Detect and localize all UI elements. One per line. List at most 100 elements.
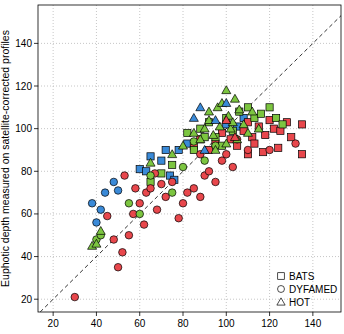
point — [96, 226, 105, 234]
tick — [34, 171, 38, 172]
point — [88, 199, 96, 207]
point — [153, 206, 161, 214]
tick-label: 100 — [218, 318, 235, 329]
grid-line — [38, 171, 341, 172]
point — [235, 105, 244, 113]
legend-marker — [278, 273, 285, 280]
point — [230, 133, 239, 141]
point — [212, 178, 220, 186]
point — [97, 206, 105, 214]
tick-label: 60 — [21, 208, 33, 219]
point — [190, 185, 198, 193]
point — [222, 86, 231, 94]
point — [114, 187, 122, 195]
point — [71, 293, 79, 301]
grid-line — [269, 5, 270, 312]
tick-label: 20 — [48, 318, 60, 329]
tick-label: 60 — [134, 318, 146, 329]
tick — [53, 312, 54, 316]
tick-label: 40 — [91, 318, 103, 329]
point — [298, 151, 305, 158]
point — [132, 185, 140, 193]
legend-marker — [277, 298, 285, 305]
grid-line — [38, 213, 341, 214]
point — [146, 158, 155, 166]
point — [196, 135, 205, 143]
point — [140, 221, 148, 229]
point — [279, 121, 286, 128]
tick — [34, 213, 38, 214]
tick — [312, 312, 313, 316]
point — [196, 103, 205, 111]
point — [266, 117, 273, 124]
tick — [34, 86, 38, 87]
point — [136, 210, 144, 218]
point — [201, 157, 209, 165]
point — [248, 107, 257, 115]
point — [136, 166, 143, 173]
point — [239, 120, 248, 128]
point — [222, 99, 231, 107]
tick-label: 120 — [15, 81, 32, 92]
plot-area — [40, 16, 341, 312]
tick — [34, 299, 38, 300]
point — [197, 193, 205, 201]
tick-label: 100 — [15, 123, 32, 134]
point — [110, 236, 118, 244]
point — [162, 146, 169, 153]
point — [179, 163, 187, 171]
point — [230, 94, 239, 102]
point — [229, 163, 237, 171]
point — [179, 199, 187, 207]
point — [92, 239, 101, 247]
point — [93, 219, 101, 227]
series-2 — [88, 86, 264, 250]
tick — [183, 312, 184, 316]
point — [158, 157, 165, 164]
tick — [96, 312, 97, 316]
point — [243, 128, 252, 136]
grid — [38, 5, 341, 312]
point — [270, 125, 277, 132]
point — [288, 134, 295, 141]
point — [121, 172, 129, 180]
point — [266, 104, 273, 111]
point — [257, 110, 264, 117]
point — [205, 168, 213, 176]
tick-label: 140 — [305, 318, 322, 329]
point — [244, 146, 252, 154]
point — [209, 131, 218, 139]
grid-line — [139, 5, 140, 312]
series-0 — [136, 104, 306, 186]
tick-label: 80 — [177, 318, 189, 329]
tick-label: 40 — [21, 251, 33, 262]
legend-marker — [278, 286, 285, 293]
y-axis-label: Euphotic depth measured on satellite-cor… — [0, 30, 11, 287]
point — [179, 141, 188, 149]
point — [200, 145, 209, 153]
point — [136, 199, 144, 207]
point — [251, 140, 258, 147]
tick-label: 140 — [15, 38, 32, 49]
identity-line — [40, 16, 341, 312]
grid-line — [38, 86, 341, 87]
legend-label: BATS — [289, 271, 315, 282]
point — [101, 189, 109, 197]
plot-frame — [38, 5, 341, 312]
point — [189, 128, 198, 136]
tick — [34, 128, 38, 129]
point — [222, 116, 231, 124]
point — [125, 231, 133, 239]
grid-line — [312, 5, 313, 312]
tick — [34, 256, 38, 257]
point — [162, 193, 170, 201]
point — [168, 150, 177, 158]
point — [211, 116, 220, 124]
point — [147, 172, 155, 180]
tick-label: 80 — [21, 166, 33, 177]
axes: 2040608010012014020406080100120140 — [15, 38, 321, 329]
point — [189, 113, 198, 121]
legend: BATSDYFAMEDHOT — [277, 271, 337, 308]
point — [251, 114, 258, 121]
point — [275, 144, 282, 151]
